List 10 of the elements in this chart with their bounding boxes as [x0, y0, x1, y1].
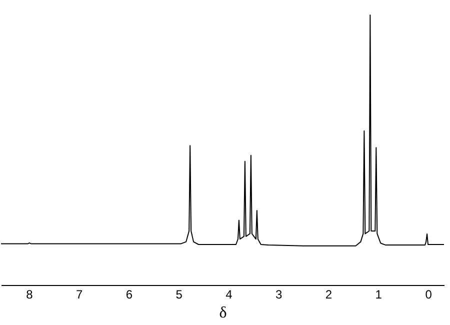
- x-tick-label: 3: [276, 288, 283, 302]
- x-tick-label: 6: [126, 288, 133, 302]
- x-tick-label: 1: [375, 288, 382, 302]
- x-tick-label: 5: [176, 288, 183, 302]
- x-tick-label: 0: [425, 288, 432, 302]
- x-tick-label: 7: [76, 288, 83, 302]
- x-tick-label: 2: [325, 288, 332, 302]
- x-tick-label: 8: [26, 288, 34, 302]
- x-axis-title: δ: [219, 304, 227, 322]
- x-tick-label: 4: [226, 288, 233, 302]
